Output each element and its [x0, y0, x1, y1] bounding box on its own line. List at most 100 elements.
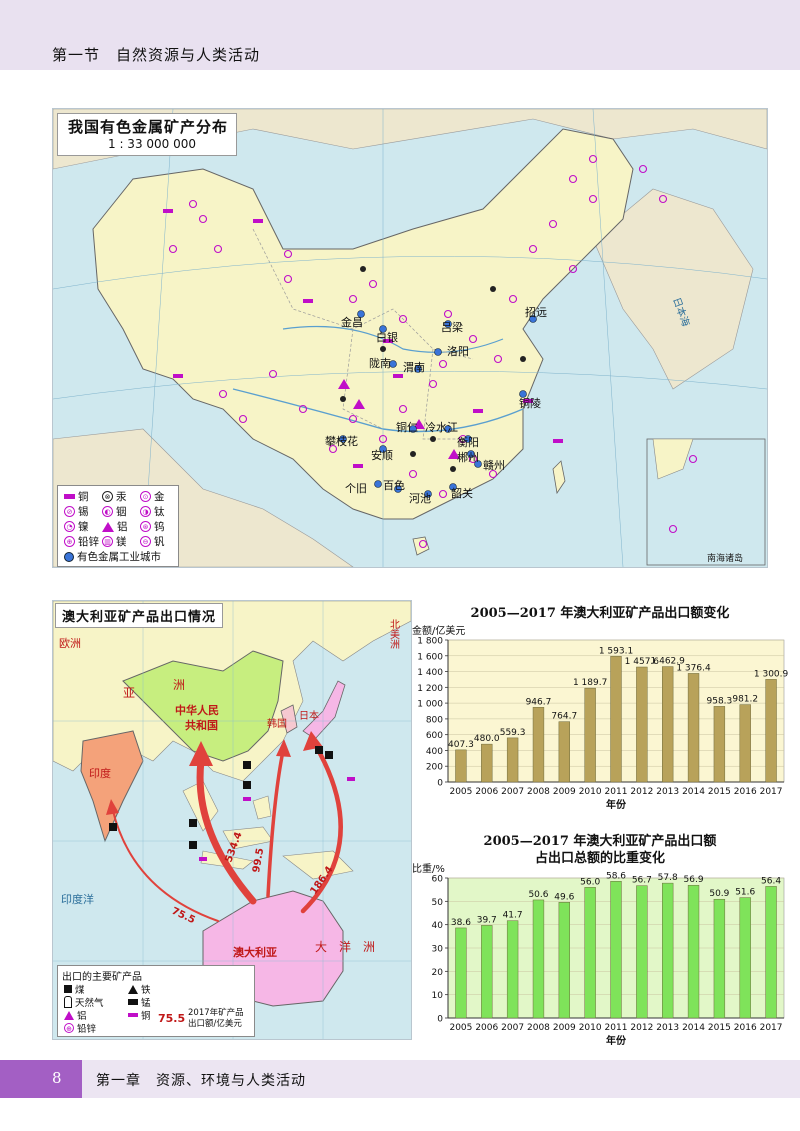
- india-label: 印度: [89, 766, 111, 780]
- x-tick-label: 2006: [475, 787, 498, 797]
- north-america-label: 北美洲: [388, 619, 400, 649]
- bar-value-label: 50.9: [709, 889, 729, 899]
- australia-map-title: 澳大利亚矿产品出口情况: [62, 610, 217, 625]
- bar-2005: [455, 749, 467, 783]
- australia-export-map: 534.4 99.5 186.4 75.5 欧洲 亚 洲 中华人民 共和国 韩国…: [52, 600, 412, 1040]
- x-tick-label: 2007: [501, 1023, 524, 1033]
- bar-2015: [713, 898, 726, 1019]
- city-label: 安顺: [371, 448, 393, 462]
- south-china-sea-label: 南海诸岛: [707, 552, 743, 564]
- bar-value-label: 1 457.6: [625, 657, 660, 667]
- lead-zinc-icon: ⊕: [64, 1023, 74, 1033]
- x-tick-label: 2017: [760, 787, 783, 797]
- city-label: 金昌: [341, 315, 363, 329]
- japan-region: [302, 680, 346, 740]
- x-tick-label: 2016: [734, 1023, 757, 1033]
- footer-band: [0, 1060, 800, 1098]
- china-map-title: 我国有色金属矿产分布: [68, 118, 229, 136]
- australia-map-title-box: 澳大利亚矿产品出口情况: [55, 603, 224, 628]
- bar-2014: [687, 673, 700, 783]
- y-tick-label: 20: [432, 968, 444, 978]
- china-land: [92, 128, 634, 520]
- vanadium-icon: ⊖: [140, 536, 151, 547]
- legend-item: 天然气: [64, 995, 104, 1009]
- y-tick-label: 50: [432, 898, 444, 908]
- mercury-symbols: [340, 266, 526, 472]
- mineral-symbols: [168, 154, 698, 549]
- city-label: 吕梁: [441, 320, 463, 334]
- export-mineral-symbols: [109, 746, 333, 849]
- x-tick-label: 2006: [475, 1023, 498, 1033]
- x-tick-label: 2013: [656, 1023, 679, 1033]
- bar-2007: [506, 737, 519, 783]
- bar-2010: [584, 687, 596, 783]
- copper-icon: [128, 1013, 138, 1017]
- y-tick-label: 1 000: [417, 700, 443, 710]
- flow-label-korea: 99.5: [251, 847, 266, 873]
- legend-item: ⊘ 锡: [64, 504, 89, 519]
- bar-value-label: 981.2: [732, 695, 758, 705]
- bar-value-label: 50.6: [528, 890, 548, 900]
- x-tick-label: 2015: [708, 787, 731, 797]
- bar-value-label: 51.6: [735, 888, 755, 898]
- city-label: 赣州: [483, 458, 505, 472]
- x-tick-label: 2011: [605, 787, 628, 797]
- legend-note-line1: 2017年矿产品: [188, 1008, 244, 1018]
- page-number-box: [0, 1060, 82, 1098]
- y-tick-label: 1 400: [417, 668, 443, 678]
- natural-gas-icon: [64, 996, 72, 1008]
- x-tick-label: 2008: [527, 787, 550, 797]
- china-region: [122, 650, 284, 762]
- x-tick-label: 2005: [449, 787, 472, 797]
- china-map-title-box: 我国有色金属矿产分布 1 : 33 000 000: [57, 113, 238, 156]
- city-label: 白银: [376, 330, 398, 344]
- city-label: 招远: [525, 305, 547, 319]
- japan-label: 日本: [299, 709, 319, 722]
- bar-value-label: 1 376.4: [676, 663, 711, 673]
- city-label: 冷水江: [425, 421, 458, 434]
- x-tick-label: 2015: [708, 1023, 731, 1033]
- legend-item: 有色金属工业城市: [64, 549, 161, 564]
- flow-label-india: 75.5: [170, 906, 197, 926]
- legend-note: 2017年矿产品 出口额/亿美元: [188, 1008, 244, 1030]
- legend-item: ⊗ 汞: [102, 489, 127, 504]
- y-tick-label: 1 600: [417, 652, 443, 662]
- bar-value-label: 1 593.1: [599, 646, 633, 656]
- x-tick-label: 2007: [501, 787, 524, 797]
- coal-icon: [64, 985, 72, 993]
- x-tick-label: 2008: [527, 1023, 550, 1033]
- chapter-title: 第一章 资源、环境与人类活动: [96, 1073, 306, 1089]
- chart2-title-line2: 占出口总额的比重变化: [534, 851, 665, 866]
- city-label: 郴州: [457, 450, 479, 464]
- y-tick-label: 0: [437, 779, 443, 789]
- legend-note-value: 75.5: [158, 1012, 186, 1025]
- magnesium-icon: ▥: [102, 536, 113, 547]
- manganese-icon: [128, 999, 138, 1005]
- bar-2008: [532, 707, 545, 783]
- section-title: 第一节 自然资源与人类活动: [52, 46, 261, 64]
- oceania-label: 大 洋 洲: [315, 939, 375, 954]
- europe-label: 欧洲: [59, 637, 81, 650]
- china-map-scale: 1 : 33 000 000: [108, 137, 197, 151]
- legend-item: ⊕ 铅锌: [64, 534, 99, 549]
- y-tick-label: 60: [432, 875, 444, 885]
- mercury-icon: ⊗: [102, 491, 113, 502]
- x-tick-label: 2012: [630, 1023, 653, 1033]
- city-label: 个旧: [345, 482, 367, 495]
- bar-2006: [481, 925, 493, 1019]
- bar-2011: [610, 881, 622, 1019]
- city-label: 河池: [409, 492, 431, 505]
- x-tick-label: 2009: [553, 787, 576, 797]
- legend-item: ▥ 镁: [102, 534, 127, 549]
- bar-value-label: 480.0: [474, 734, 500, 744]
- iron-icon: [128, 984, 138, 994]
- legend-item: ◐ 铟: [102, 504, 127, 519]
- legend-item: 锰: [128, 995, 151, 1009]
- export-flow-arrows: [112, 738, 343, 922]
- y-axis-label: 比重/%: [412, 862, 445, 875]
- y-tick-label: 1 200: [417, 684, 443, 694]
- x-tick-label: 2009: [553, 1023, 576, 1033]
- bar-2005: [455, 927, 467, 1019]
- bar-2016: [739, 897, 751, 1019]
- bar-value-label: 56.0: [580, 877, 600, 887]
